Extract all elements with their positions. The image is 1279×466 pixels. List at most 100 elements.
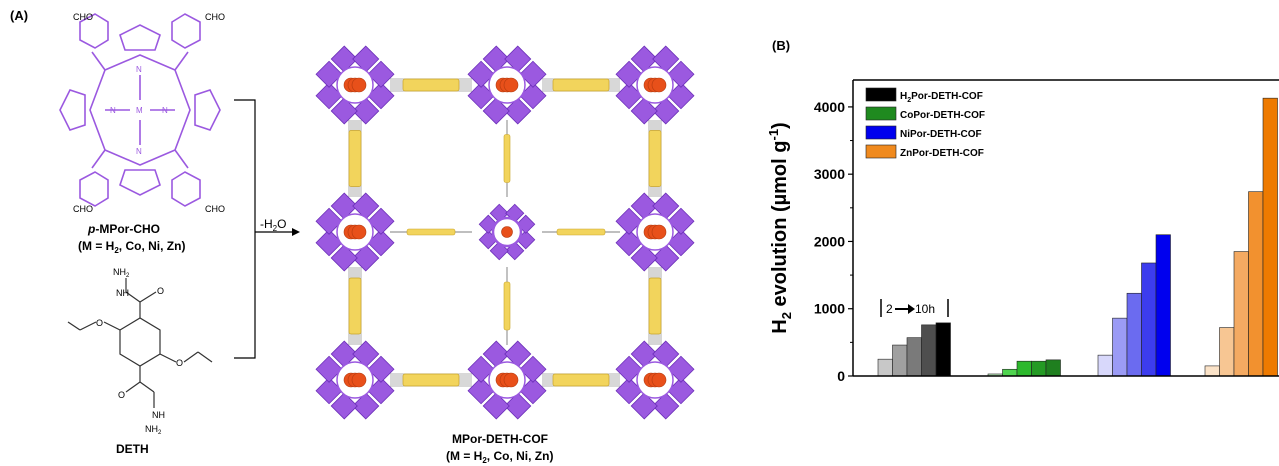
porphyrin-labels: CHO CHO CHO CHO: [73, 12, 225, 214]
panel-b-label: (B): [772, 38, 791, 53]
deth-structure: [67, 278, 213, 408]
cof-porphyrin-blade: [482, 97, 510, 125]
deth-nh-top: NH: [116, 288, 129, 298]
cof-metal-atom: [351, 224, 367, 240]
y-axis-label: H2 evolution (µmol g-1): [766, 122, 794, 333]
cof-metal-atom: [501, 226, 513, 238]
cof-porphyrin-blade: [367, 355, 395, 383]
bar-1-3: [1031, 360, 1047, 377]
annotation-end: 10h: [915, 302, 935, 316]
cof-network: [315, 45, 695, 420]
porphyrin-metals: (M = H2, Co, Ni, Zn): [78, 239, 185, 255]
porphyrin-name: p-MPor-CHO: [87, 222, 160, 236]
cof-porphyrin-blade: [519, 377, 547, 405]
bar-3-3: [1248, 191, 1264, 377]
cof-porphyrin-blade: [519, 355, 547, 383]
chart-axes: 0 1000 2000 3000 4000: [814, 79, 1279, 384]
cof-porphyrin-blade: [667, 60, 695, 88]
y-tick-label: 0: [837, 368, 845, 384]
deth-o-bottom: O: [118, 390, 125, 400]
cof-porphyrin-blade: [630, 244, 658, 272]
cof-porphyrin-blade: [330, 97, 358, 125]
bar-0-2: [906, 337, 922, 377]
chart-legend: H2Por-DETH-COF CoPor-DETH-COF NiPor-DETH-C…: [865, 87, 985, 159]
cof-porphyrin-blade: [667, 82, 695, 110]
annotation-start: 2: [886, 302, 893, 316]
n-label-left: N: [110, 106, 116, 115]
bar-2-0: [1097, 354, 1113, 377]
cho-top-right: CHO: [205, 12, 225, 22]
cof-porphyrin-blade: [330, 392, 358, 420]
cof-porphyrin-blade: [667, 229, 695, 257]
y-tick-label: 1000: [814, 301, 845, 317]
cof-node-0-1: [467, 45, 547, 125]
cof-porphyrin-blade: [519, 60, 547, 88]
deth-o-top: O: [157, 286, 164, 296]
porphyrin-atom-labels: M N N N N: [110, 65, 168, 156]
bar-1-1: [1002, 368, 1018, 377]
deth-nh-bottom: NH: [152, 410, 165, 420]
cof-linker-bottom-left: [390, 373, 472, 387]
panel-a-label: (A): [10, 8, 29, 23]
deth-nh2-bottom: NH2: [145, 424, 162, 436]
legend-label-1: CoPor-DETH-COF: [900, 110, 985, 121]
legend-label-0: H2Por-DETH-COF: [900, 91, 983, 104]
cof-metal-atom: [351, 77, 367, 93]
cof-linker-top-left: [390, 78, 472, 92]
deth-o-right: O: [176, 358, 183, 368]
reaction-scheme: CHO CHO CHO CHO M N N N N p-MPor-CHO (M …: [59, 12, 695, 465]
cof-porphyrin-blade: [367, 377, 395, 405]
y-tick-label: 2000: [814, 233, 845, 249]
legend-swatch-2: [865, 125, 897, 140]
cof-porphyrin-blade: [330, 244, 358, 272]
n-label-bottom: N: [136, 147, 142, 156]
cof-linker-left-top: [348, 120, 362, 197]
cof-metal-atom: [651, 372, 667, 388]
bar-1-2: [1016, 360, 1032, 377]
cof-linker-mid-top: [503, 120, 511, 197]
y-tick-label: 4000: [814, 99, 845, 115]
cof-porphyrin-blade: [667, 377, 695, 405]
cof-linker-top-right: [542, 78, 620, 92]
n-label-top: N: [136, 65, 142, 74]
deth-name: DETH: [116, 442, 149, 456]
metal-label: M: [136, 106, 143, 115]
cof-porphyrin-blade: [367, 207, 395, 235]
cof-node-1-0: [315, 192, 395, 272]
bar-0-1: [892, 344, 908, 377]
deth-nh2-top: NH2: [113, 267, 130, 279]
time-annotation: 2 10h: [880, 299, 949, 317]
legend-label-2: NiPor-DETH-COF: [900, 129, 982, 140]
cof-linker-bottom-right: [542, 373, 620, 387]
cof-porphyrin-blade: [367, 229, 395, 257]
legend-label-3: ZnPor-DETH-COF: [900, 148, 984, 159]
cof-porphyrin-blade: [367, 60, 395, 88]
deth-o-left: O: [96, 318, 103, 328]
cof-metal-atom: [651, 224, 667, 240]
cho-bottom-right: CHO: [205, 204, 225, 214]
bar-3-2: [1233, 251, 1249, 377]
bar-1-4: [1045, 359, 1061, 377]
cho-bottom-left: CHO: [73, 204, 93, 214]
cof-node-0-0: [315, 45, 395, 125]
cof-metal-atom: [651, 77, 667, 93]
bar-0-4: [935, 322, 951, 377]
bar-3-4: [1262, 97, 1278, 377]
arrow-head: [292, 228, 300, 236]
cof-node-2-0: [315, 340, 395, 420]
cof-porphyrin-blade: [367, 82, 395, 110]
cof-porphyrin-blade: [482, 392, 510, 420]
cof-metals: (M = H2, Co, Ni, Zn): [446, 449, 553, 465]
cof-name: MPor-DETH-COF: [452, 432, 548, 446]
bar-0-3: [921, 324, 937, 377]
cof-metal-atom: [503, 372, 519, 388]
bar-2-2: [1126, 292, 1142, 377]
annotation-arrow-head: [908, 304, 915, 314]
reaction-arrow: [234, 99, 292, 359]
cof-porphyrin-blade: [519, 82, 547, 110]
cof-porphyrin-blade: [630, 392, 658, 420]
cof-porphyrin-blade: [630, 97, 658, 125]
cof-linker-mid-right: [542, 228, 620, 236]
cof-node-0-2: [615, 45, 695, 125]
legend-swatch-3: [865, 144, 897, 159]
